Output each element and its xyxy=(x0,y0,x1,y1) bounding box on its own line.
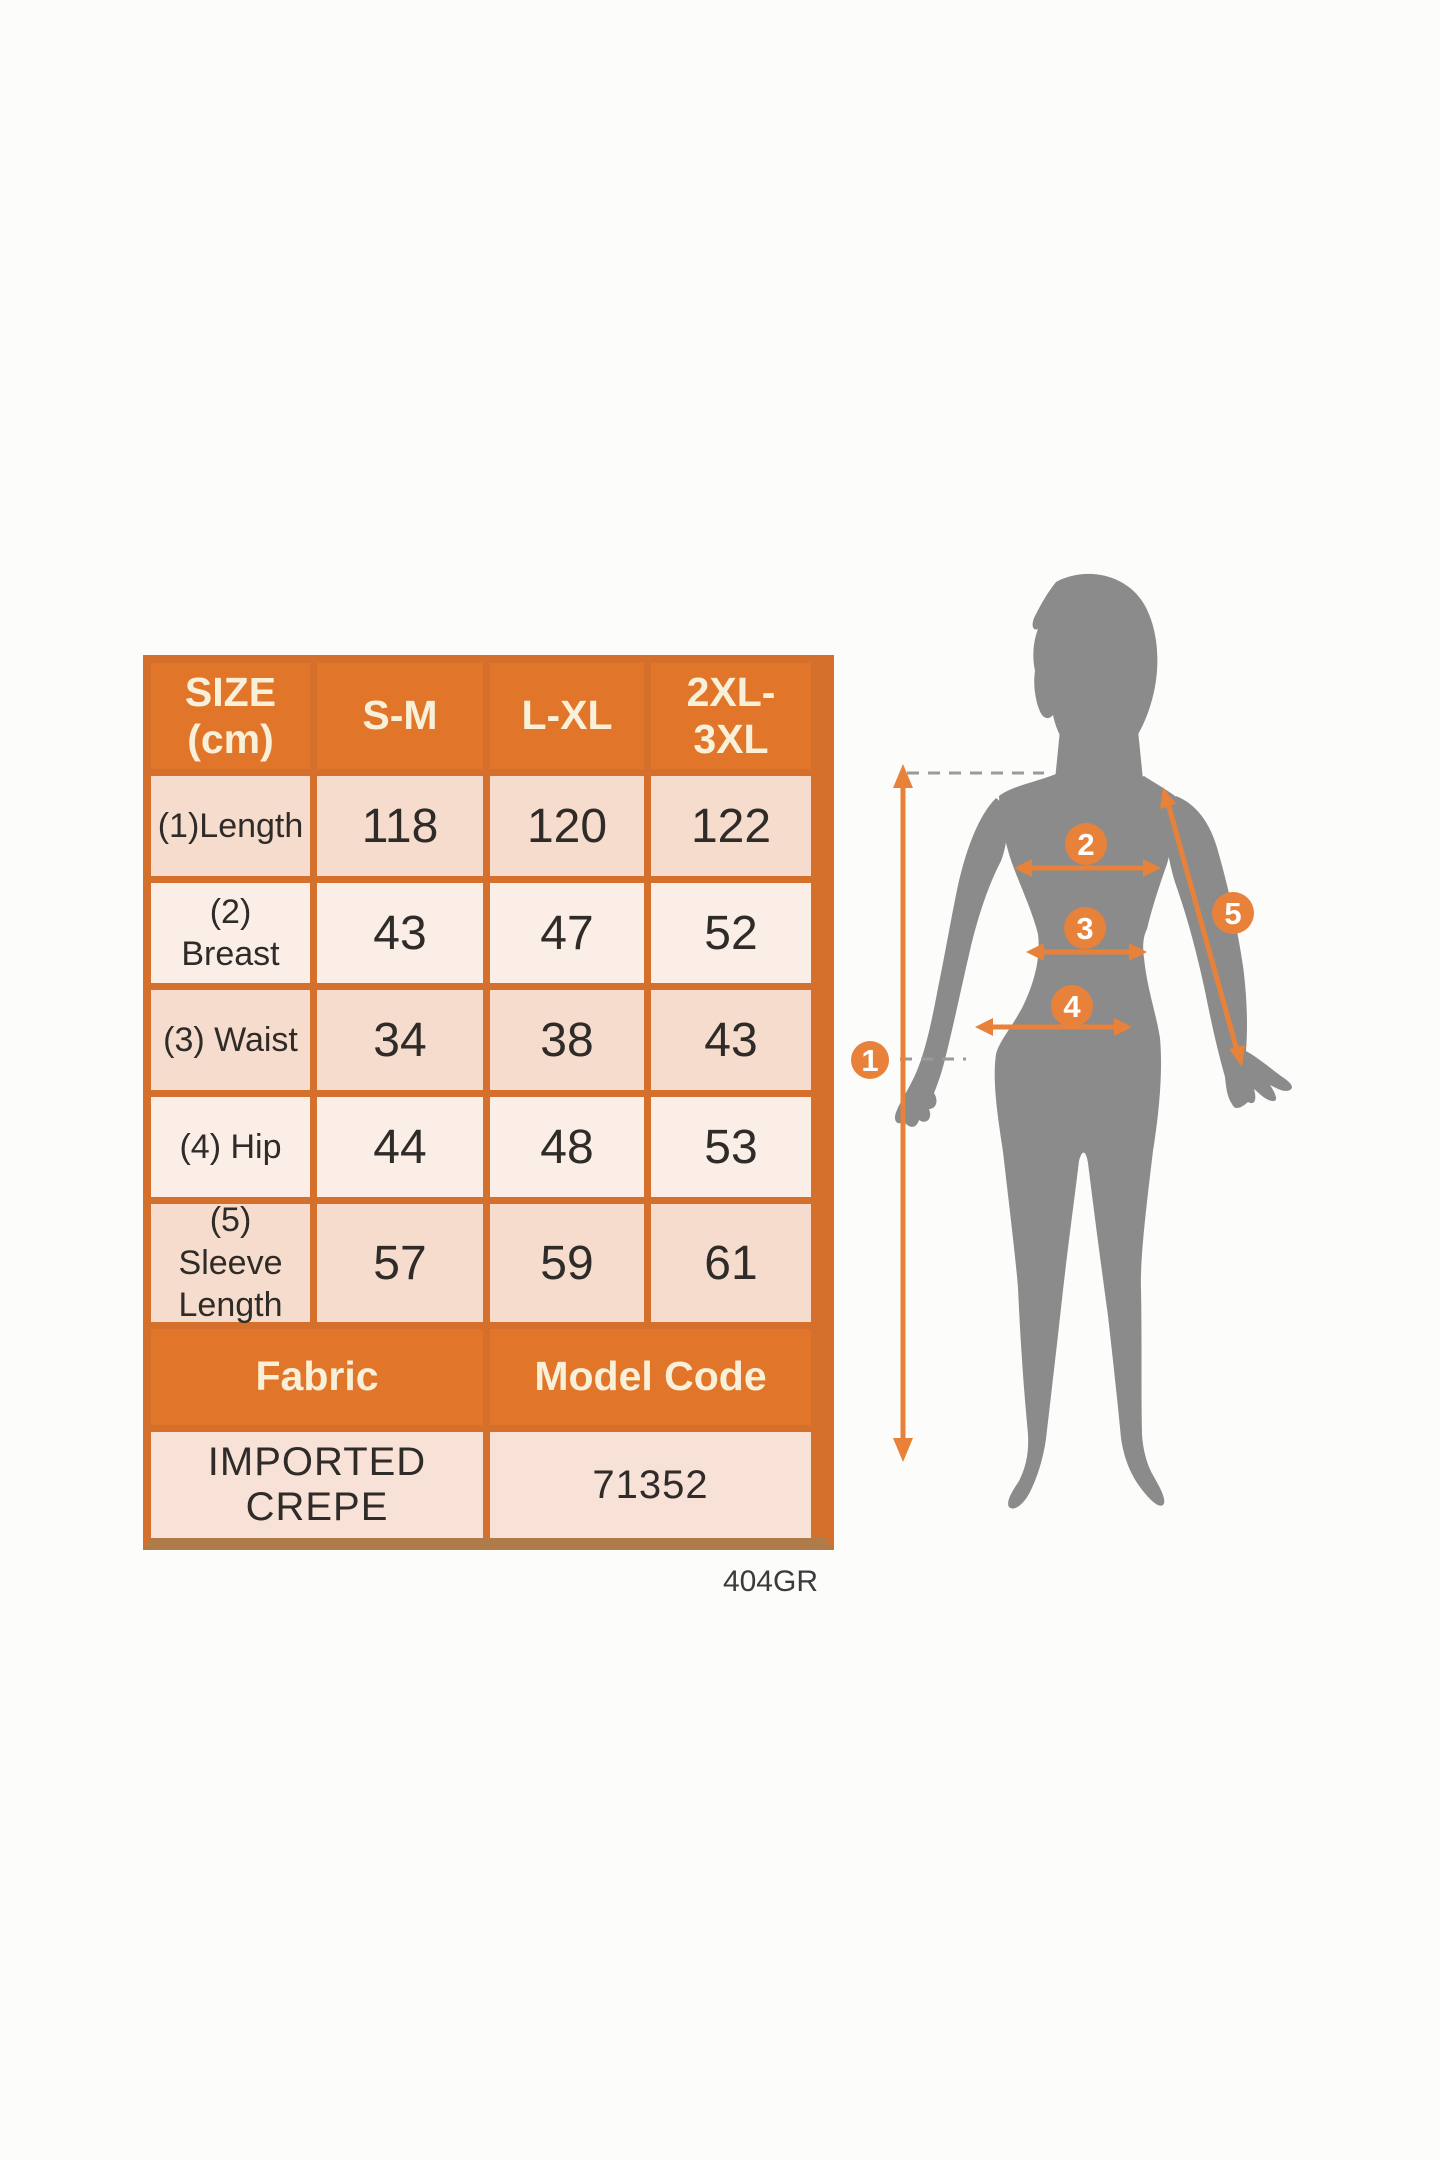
row-label-breast: (2) Breast xyxy=(151,883,310,983)
silhouette-torso-legs xyxy=(994,774,1179,1509)
value-sleeve-sm: 57 xyxy=(317,1204,483,1322)
row-label-hip: (4) Hip xyxy=(151,1097,310,1197)
breast-arrow-right xyxy=(1143,859,1161,877)
value-waist-sm: 34 xyxy=(317,990,483,1090)
product-code-label: 404GR xyxy=(722,1565,818,1598)
row-label-waist: (3) Waist xyxy=(151,990,310,1090)
marker-number-5: 5 xyxy=(1224,896,1241,931)
marker-number-3: 3 xyxy=(1076,911,1093,946)
marker-circle-1 xyxy=(851,1041,889,1079)
header-col-2xl3xl: 2XL-3XL xyxy=(651,663,811,769)
measurement-lines xyxy=(900,778,1241,1448)
reference-dashes xyxy=(900,771,1044,1061)
row-label-sleeve: (5) Sleeve Length xyxy=(151,1201,310,1324)
marker-circle-3 xyxy=(1064,907,1106,949)
header-col-sm: S-M xyxy=(317,663,483,769)
value-waist-lxl: 38 xyxy=(490,990,644,1090)
length-arrow-down xyxy=(893,1438,913,1462)
measurement-arrowheads xyxy=(893,764,1245,1462)
marker-circle-4 xyxy=(1051,985,1093,1027)
header-size-line1: SIZE xyxy=(184,668,277,715)
silhouette-left-arm xyxy=(894,798,1008,1127)
value-sleeve-2xl: 61 xyxy=(651,1204,811,1322)
marker-circle-5 xyxy=(1212,892,1254,934)
header-model-code: Model Code xyxy=(490,1329,811,1425)
value-length-2xl: 122 xyxy=(651,776,811,876)
silhouette-right-arm xyxy=(1165,796,1292,1109)
header-col-lxl: L-XL xyxy=(490,663,644,769)
marker-number-2: 2 xyxy=(1077,827,1094,862)
marker-circle-2 xyxy=(1065,823,1107,865)
sleeve-arrow-bottom xyxy=(1229,1045,1245,1067)
header-fabric: Fabric xyxy=(151,1329,483,1425)
size-table: SIZE (cm) S-M L-XL 2XL-3XL (1)Length 118… xyxy=(143,655,834,1550)
measurement-markers: 1 2 3 4 5 xyxy=(851,823,1254,1079)
breast-arrow-left xyxy=(1014,859,1032,877)
header-size-line2: (cm) xyxy=(187,716,274,762)
hip-arrow-left xyxy=(975,1018,993,1036)
row-label-length: (1)Length xyxy=(151,776,310,876)
value-breast-2xl: 52 xyxy=(651,883,811,983)
value-model-code: 71352 xyxy=(490,1432,811,1538)
hip-arrow-right xyxy=(1114,1018,1132,1036)
sleeve-arrow-top xyxy=(1160,787,1176,809)
value-length-lxl: 120 xyxy=(490,776,644,876)
silhouette-neck xyxy=(1055,710,1143,789)
value-length-sm: 118 xyxy=(317,776,483,876)
value-sleeve-lxl: 59 xyxy=(490,1204,644,1322)
value-waist-2xl: 43 xyxy=(651,990,811,1090)
header-size-cm: SIZE (cm) xyxy=(151,663,310,769)
value-hip-2xl: 53 xyxy=(651,1097,811,1197)
value-breast-sm: 43 xyxy=(317,883,483,983)
length-arrow-up xyxy=(893,764,913,788)
waist-arrow-right xyxy=(1129,943,1147,961)
measurement-figure: 1 2 3 4 5 xyxy=(851,573,1292,1509)
sleeve-measure-line xyxy=(1164,799,1241,1055)
value-breast-lxl: 47 xyxy=(490,883,644,983)
marker-number-4: 4 xyxy=(1063,989,1081,1024)
value-hip-lxl: 48 xyxy=(490,1097,644,1197)
marker-number-1: 1 xyxy=(861,1043,878,1078)
waist-arrow-left xyxy=(1026,943,1044,961)
value-hip-sm: 44 xyxy=(317,1097,483,1197)
value-fabric: IMPORTED CREPE xyxy=(151,1432,483,1538)
